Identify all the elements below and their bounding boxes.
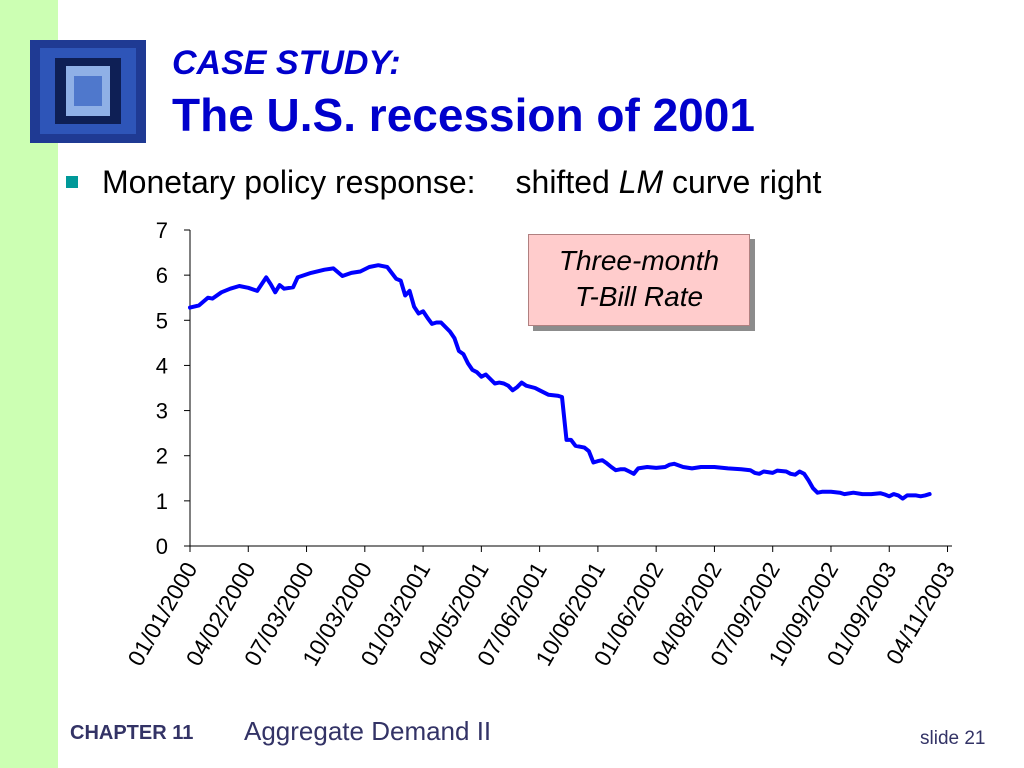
logo-core <box>74 76 102 106</box>
y-tick-label: 4 <box>156 353 168 378</box>
slide-title: The U.S. recession of 2001 <box>172 89 755 141</box>
footer-chapter: CHAPTER 11 <box>70 722 194 744</box>
tbill-rate-series-line <box>188 263 932 501</box>
bullet-text: Monetary policy response: shifted LM curv… <box>102 164 821 201</box>
y-tick-label: 6 <box>156 263 168 288</box>
bullet-text-tail: curve right <box>663 164 822 200</box>
bullet-text-mid: shifted <box>515 164 619 200</box>
y-tick-label: 5 <box>156 308 168 333</box>
y-tick-label: 1 <box>156 489 168 514</box>
legend-line-1: Three-month <box>558 245 720 276</box>
y-tick-label: 7 <box>156 218 168 243</box>
chapter-logo-image <box>30 40 146 143</box>
footer-topic: Aggregate Demand II <box>244 716 492 746</box>
case-study-title: CASE STUDY: <box>172 44 401 82</box>
bullet-text-lm: LM <box>618 164 664 200</box>
y-tick-label: 3 <box>156 399 168 424</box>
bullet-text-lead: Monetary policy response: <box>102 164 476 200</box>
legend-label: Three-month T-Bill Rate <box>529 243 749 315</box>
series-legend-box: Three-month T-Bill Rate <box>528 234 750 326</box>
y-tick-label: 0 <box>156 534 168 559</box>
legend-line-2: T-Bill Rate <box>574 281 704 312</box>
bullet-square-icon <box>66 176 78 188</box>
y-tick-label: 2 <box>156 444 168 469</box>
footer-slide-number: slide 21 <box>920 728 986 749</box>
